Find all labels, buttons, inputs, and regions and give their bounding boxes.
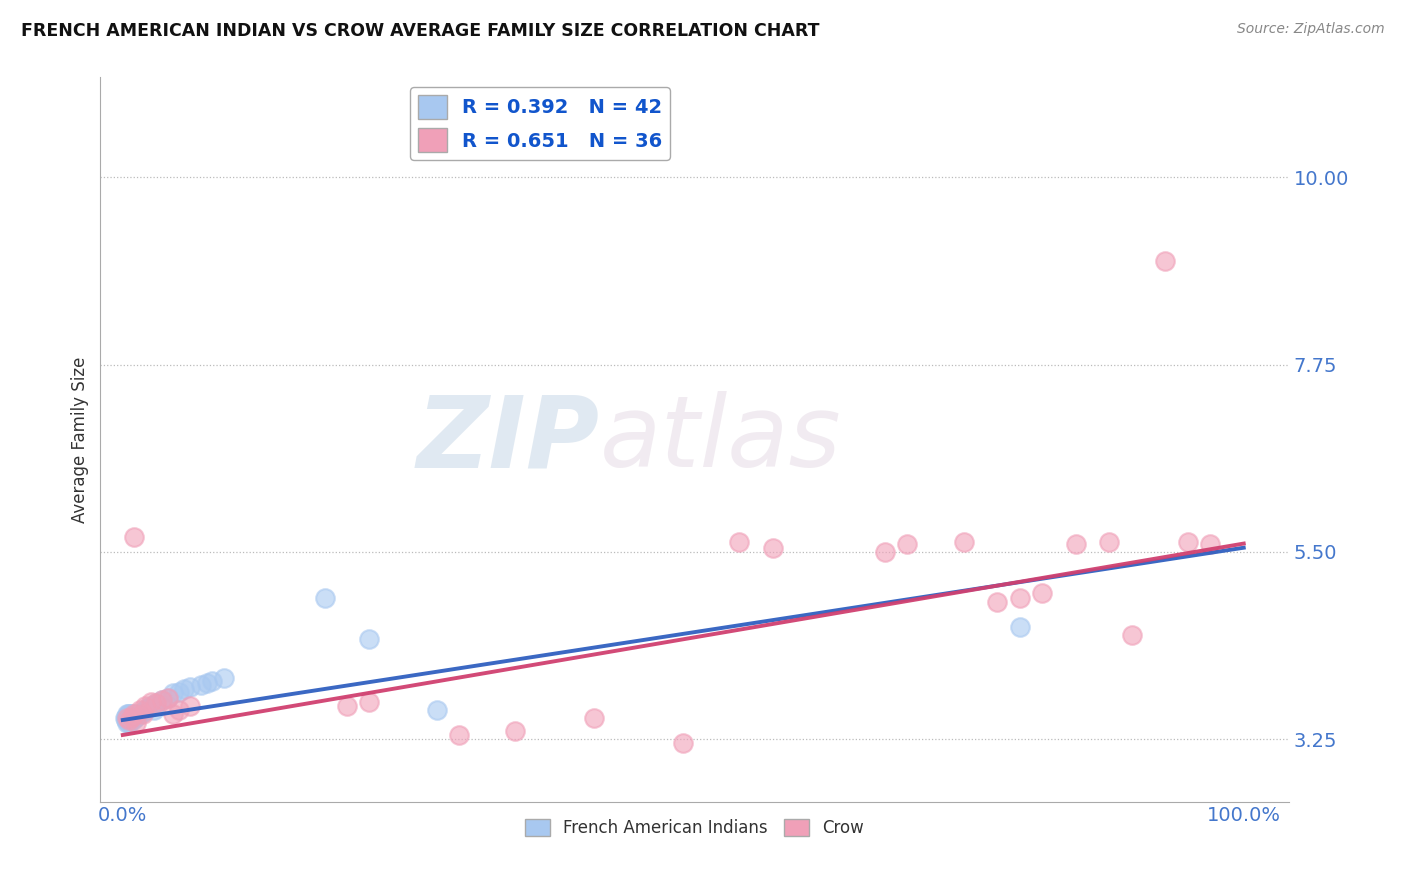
Point [1098, 534, 1121, 549]
Point [136, 701, 159, 715]
Point [162, 686, 184, 700]
Point [1008, 591, 1031, 605]
Text: ZIP: ZIP [416, 391, 599, 488]
Point [118, 713, 141, 727]
Point [173, 682, 195, 697]
Text: Source: ZipAtlas.com: Source: ZipAtlas.com [1237, 22, 1385, 37]
Point [728, 534, 751, 549]
Point [117, 715, 139, 730]
Point [145, 697, 167, 711]
Point [179, 698, 201, 713]
Point [117, 707, 139, 722]
Point [1064, 536, 1087, 550]
Point [762, 541, 785, 555]
Point [117, 707, 139, 722]
Point [1008, 620, 1031, 634]
Point [132, 705, 155, 719]
Point [143, 703, 166, 717]
Y-axis label: Average Family Size: Average Family Size [72, 356, 89, 523]
Point [503, 723, 526, 738]
Point [336, 698, 359, 713]
Point [145, 697, 167, 711]
Point [139, 695, 162, 709]
Point [672, 736, 695, 750]
Point [896, 536, 918, 550]
Point [128, 703, 150, 717]
Point [156, 690, 179, 705]
Point [134, 698, 156, 713]
Legend: French American Indians, Crow: French American Indians, Crow [517, 813, 870, 844]
Point [162, 707, 184, 722]
Point [212, 672, 235, 686]
Point [122, 707, 145, 722]
Point [121, 709, 143, 723]
Point [179, 680, 201, 694]
Point [118, 711, 141, 725]
Point [195, 676, 218, 690]
Point [122, 711, 145, 725]
Point [1154, 253, 1177, 268]
Point [873, 545, 896, 559]
Point [1031, 586, 1053, 600]
Point [114, 711, 136, 725]
Point [121, 711, 143, 725]
Point [201, 673, 224, 688]
Point [118, 715, 141, 730]
Point [952, 534, 974, 549]
Point [117, 711, 139, 725]
Point [117, 711, 139, 725]
Point [117, 713, 139, 727]
Text: atlas: atlas [599, 391, 841, 488]
Point [121, 707, 143, 722]
Point [128, 707, 150, 722]
Point [582, 711, 605, 725]
Point [120, 709, 142, 723]
Point [120, 713, 142, 727]
Point [121, 709, 143, 723]
Point [121, 713, 143, 727]
Point [1199, 536, 1222, 550]
Point [359, 632, 381, 647]
Point [1177, 534, 1199, 549]
Point [167, 703, 190, 717]
Point [150, 693, 173, 707]
Point [986, 595, 1008, 609]
Point [117, 709, 139, 723]
Point [118, 707, 141, 722]
Point [139, 698, 162, 713]
Point [122, 530, 145, 544]
Point [449, 728, 471, 742]
Point [1121, 628, 1143, 642]
Point [115, 709, 138, 723]
Point [125, 715, 148, 730]
Point [122, 707, 145, 722]
Text: FRENCH AMERICAN INDIAN VS CROW AVERAGE FAMILY SIZE CORRELATION CHART: FRENCH AMERICAN INDIAN VS CROW AVERAGE F… [21, 22, 820, 40]
Point [190, 678, 212, 692]
Point [150, 693, 173, 707]
Point [132, 707, 155, 722]
Point [167, 684, 190, 698]
Point [426, 703, 449, 717]
Point [156, 690, 179, 705]
Point [115, 713, 138, 727]
Point [359, 695, 381, 709]
Point [125, 709, 148, 723]
Point [134, 703, 156, 717]
Point [314, 591, 336, 605]
